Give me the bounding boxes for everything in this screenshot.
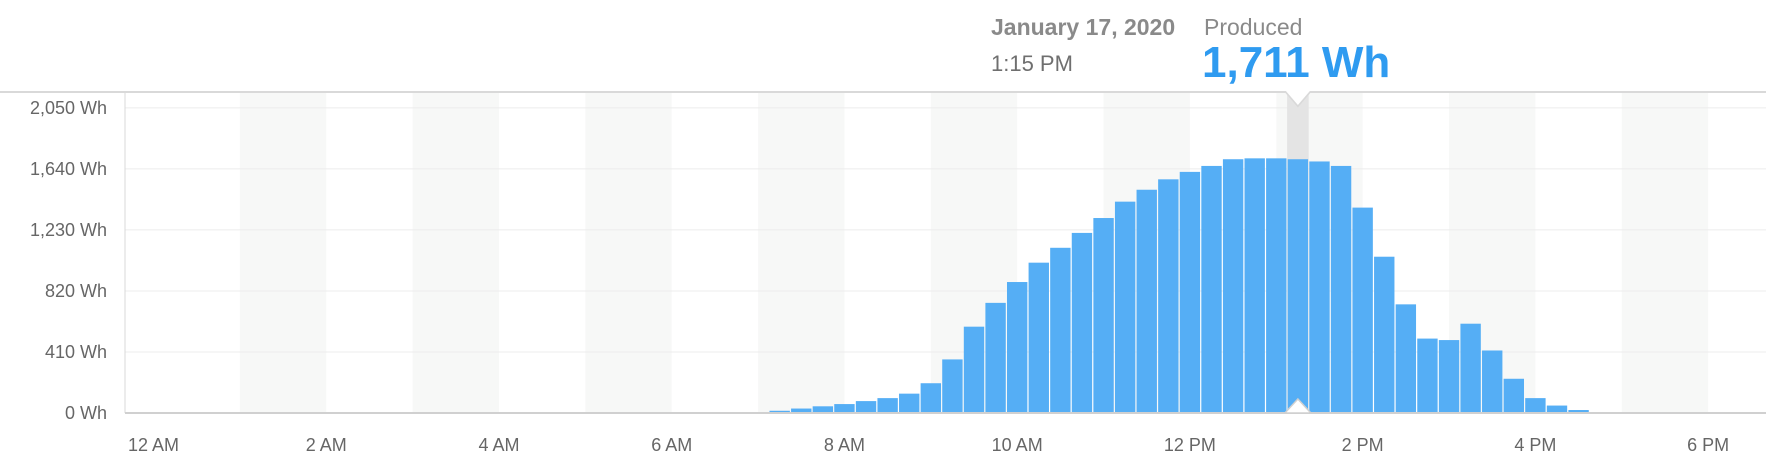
bar bbox=[1179, 171, 1201, 413]
bar bbox=[1244, 158, 1265, 413]
hour-band bbox=[239, 93, 327, 413]
y-axis-ticks: 0 Wh 410 Wh 820 Wh 1,230 Wh 1,640 Wh 2,050 Wh bbox=[30, 98, 107, 423]
y-tick-label: 820 Wh bbox=[45, 281, 107, 301]
bar bbox=[942, 359, 963, 413]
hour-band bbox=[1621, 93, 1709, 413]
tooltip-date: January 17, 2020 bbox=[991, 14, 1176, 40]
tooltip-value: 1,711 Wh bbox=[1202, 38, 1391, 87]
hour-band bbox=[758, 93, 845, 413]
y-tick-label: 1,640 Wh bbox=[30, 159, 107, 179]
bar bbox=[1330, 165, 1352, 413]
baseline-marker bbox=[1283, 397, 1313, 414]
bar bbox=[1266, 158, 1287, 413]
bar bbox=[1050, 247, 1071, 413]
hour-band bbox=[585, 93, 672, 413]
top-border bbox=[0, 91, 1766, 108]
x-tick-label: 2 AM bbox=[306, 435, 347, 455]
bar bbox=[1309, 161, 1330, 413]
bar bbox=[877, 398, 898, 413]
y-tick-label: 2,050 Wh bbox=[30, 98, 107, 118]
bar bbox=[1525, 398, 1546, 413]
x-tick-label: 12 AM bbox=[128, 435, 179, 455]
hour-band bbox=[412, 93, 499, 413]
bar bbox=[791, 408, 812, 413]
bar bbox=[834, 404, 855, 413]
tooltip-pointer bbox=[1285, 91, 1310, 105]
x-tick-label: 8 AM bbox=[824, 435, 865, 455]
bar bbox=[1438, 340, 1460, 413]
bar bbox=[1287, 159, 1309, 413]
bar bbox=[899, 393, 920, 413]
y-tick-label: 410 Wh bbox=[45, 342, 107, 362]
bar bbox=[1460, 323, 1481, 413]
tooltip-time: 1:15 PM bbox=[991, 51, 1073, 76]
x-tick-label: 10 AM bbox=[992, 435, 1043, 455]
bar bbox=[1222, 159, 1244, 413]
y-tick-label: 1,230 Wh bbox=[30, 220, 107, 240]
bar bbox=[1158, 179, 1179, 413]
x-tick-label: 12 PM bbox=[1164, 435, 1216, 455]
y-tick-label: 0 Wh bbox=[65, 403, 107, 423]
x-tick-label: 2 PM bbox=[1342, 435, 1384, 455]
bar bbox=[920, 383, 942, 413]
bar bbox=[1482, 350, 1503, 413]
bar bbox=[1136, 189, 1157, 413]
bar bbox=[1568, 410, 1589, 413]
bar bbox=[1395, 304, 1417, 413]
bar bbox=[985, 302, 1006, 413]
bar bbox=[1028, 262, 1049, 413]
bar bbox=[1503, 378, 1525, 413]
bar bbox=[1114, 201, 1136, 413]
bar bbox=[1006, 282, 1028, 413]
tooltip-label: Produced bbox=[1204, 14, 1303, 40]
bar bbox=[1352, 207, 1373, 413]
bar bbox=[1071, 232, 1093, 413]
bar bbox=[769, 410, 790, 413]
x-axis-ticks: 12 AM 2 AM 4 AM 6 AM 8 AM 10 AM 12 PM 2 PM 4 PM 6… bbox=[128, 435, 1729, 455]
bar bbox=[1093, 218, 1114, 413]
bar bbox=[1374, 256, 1395, 413]
x-tick-label: 6 AM bbox=[651, 435, 692, 455]
bar bbox=[963, 326, 985, 413]
bar bbox=[1546, 405, 1568, 413]
bar bbox=[812, 406, 834, 413]
bars bbox=[747, 158, 1589, 413]
x-tick-label: 4 AM bbox=[478, 435, 519, 455]
bar bbox=[1201, 165, 1222, 413]
bar bbox=[855, 401, 877, 413]
axes bbox=[0, 91, 1766, 414]
x-tick-label: 6 PM bbox=[1687, 435, 1729, 455]
x-tick-label: 4 PM bbox=[1514, 435, 1556, 455]
bar bbox=[1417, 338, 1438, 413]
